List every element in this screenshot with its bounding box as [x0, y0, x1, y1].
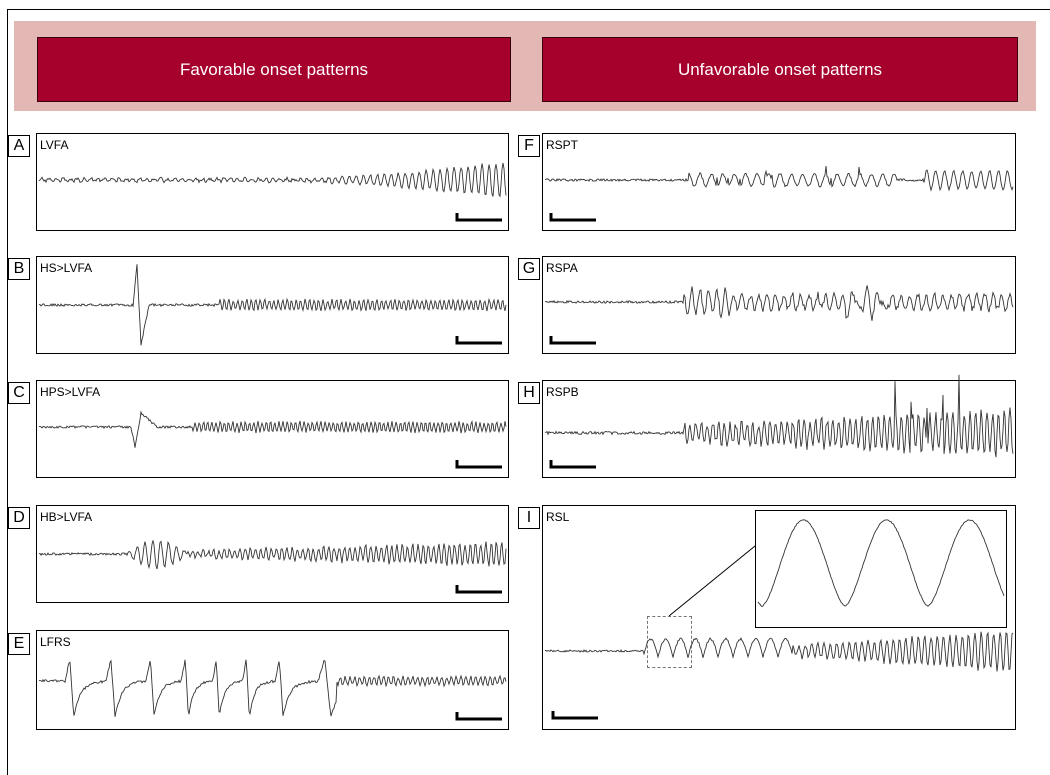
panel-f-letter: F [518, 135, 540, 157]
panel-i-zoom-inset [755, 510, 1007, 628]
panel-h: RSPB [542, 374, 1016, 478]
panel-g: RSPA [542, 256, 1016, 354]
favorable-header: Favorable onset patterns [37, 37, 511, 102]
figure-frame-top [7, 9, 1050, 10]
panel-h-trace-svg [545, 374, 1014, 469]
panel-b-title: HS>LVFA [40, 261, 93, 275]
unfavorable-header: Unfavorable onset patterns [542, 37, 1018, 102]
panel-g-scale-bar [549, 336, 596, 345]
panel-e-scale-bar [455, 712, 502, 721]
panel-b: HS>LVFA [36, 256, 509, 354]
panel-d-title: HB>LVFA [40, 510, 93, 524]
panel-g-eeg-trace [545, 285, 1014, 321]
panel-d-eeg-trace [39, 540, 507, 570]
panel-i-inset-trace-svg [757, 519, 1005, 608]
panel-i-trace-svg [545, 631, 1014, 720]
panel-a-scale-bar [455, 213, 502, 222]
panel-e-letter: E [8, 633, 30, 655]
unfavorable-header-text: Unfavorable onset patterns [677, 59, 883, 79]
panel-a-letter: A [8, 135, 30, 157]
panel-d: HB>LVFA [36, 505, 509, 603]
panel-a: LVFA [36, 133, 509, 231]
panel-f-eeg-trace [545, 165, 1014, 192]
panel-i-title: RSL [546, 510, 570, 524]
panel-a-title: LVFA [40, 138, 69, 152]
panel-e-trace-svg [39, 659, 507, 721]
panel-g-trace-svg [545, 285, 1014, 345]
panel-b-eeg-trace [38, 264, 507, 346]
panel-i-scale-bar [551, 711, 598, 720]
panel-g-letter: G [518, 258, 540, 280]
panel-c-letter: C [8, 382, 30, 404]
panel-d-trace-svg [39, 540, 507, 594]
panel-c-trace-svg [38, 410, 507, 469]
panel-c: HPS>LVFA [36, 380, 509, 478]
panel-c-eeg-trace [38, 410, 507, 448]
panel-h-eeg-trace [545, 374, 1014, 458]
figure-frame-left [7, 9, 8, 775]
panel-a-trace-svg [38, 162, 507, 222]
panel-c-scale-bar [455, 460, 502, 469]
panel-b-scale-bar [455, 336, 502, 345]
panel-h-scale-bar [549, 460, 596, 469]
panel-b-trace-svg [38, 264, 507, 346]
panel-h-letter: H [518, 382, 540, 404]
panel-i: RSL [542, 505, 1016, 730]
panel-a-eeg-trace [38, 162, 507, 198]
panel-i-zoom-connector [668, 545, 756, 617]
panel-d-scale-bar [455, 585, 502, 594]
panel-f-scale-bar [549, 213, 596, 222]
panel-h-title: RSPB [546, 385, 579, 399]
panel-e: LFRS [36, 630, 509, 730]
panel-d-letter: D [8, 507, 30, 529]
panel-f: RSPT [542, 133, 1016, 231]
favorable-header-text: Favorable onset patterns [179, 59, 369, 79]
panel-i-inset-eeg-trace [757, 519, 1005, 608]
panel-e-title: LFRS [40, 635, 71, 649]
panel-i-letter: I [518, 507, 540, 529]
panel-f-title: RSPT [546, 138, 579, 152]
panel-b-letter: B [8, 258, 30, 280]
panel-g-title: RSPA [546, 261, 578, 275]
panel-e-eeg-trace [39, 659, 507, 717]
panel-c-title: HPS>LVFA [40, 385, 101, 399]
panel-f-trace-svg [545, 165, 1014, 222]
panel-i-eeg-trace [545, 631, 1014, 672]
